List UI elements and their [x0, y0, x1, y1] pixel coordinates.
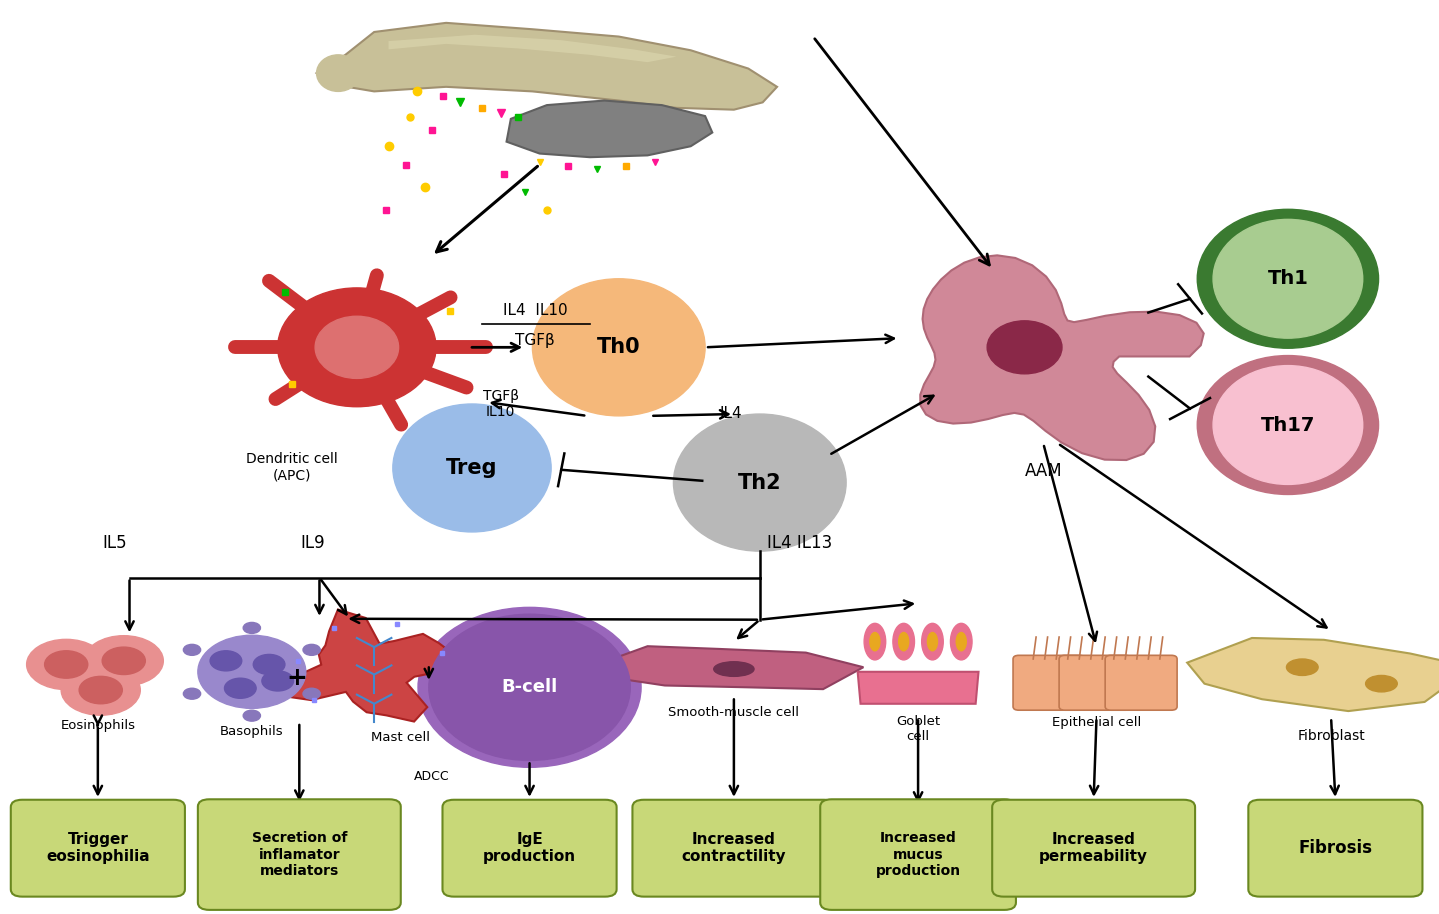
Text: IL4  IL10: IL4 IL10 [504, 303, 567, 318]
Text: Th17: Th17 [1261, 416, 1315, 434]
Ellipse shape [60, 665, 141, 715]
Ellipse shape [673, 414, 846, 551]
Ellipse shape [45, 651, 88, 678]
FancyBboxPatch shape [820, 799, 1016, 910]
Ellipse shape [253, 654, 285, 675]
Ellipse shape [26, 640, 106, 689]
FancyBboxPatch shape [1059, 655, 1131, 710]
Text: Secretion of
inflamator
mediators: Secretion of inflamator mediators [252, 832, 347, 877]
Text: TGFβ: TGFβ [515, 333, 555, 347]
Text: +: + [286, 666, 307, 690]
FancyBboxPatch shape [197, 799, 400, 910]
Ellipse shape [197, 635, 305, 708]
Text: Fibrosis: Fibrosis [1298, 839, 1373, 857]
Ellipse shape [1213, 366, 1363, 484]
Ellipse shape [183, 688, 200, 699]
FancyBboxPatch shape [633, 800, 835, 897]
Ellipse shape [1213, 219, 1363, 338]
Polygon shape [858, 672, 979, 704]
Text: Epithelial cell: Epithelial cell [1052, 716, 1141, 728]
Ellipse shape [243, 710, 260, 721]
Ellipse shape [927, 632, 938, 651]
Ellipse shape [921, 623, 944, 660]
Text: Th1: Th1 [1268, 270, 1308, 288]
Ellipse shape [83, 635, 164, 686]
Text: Th2: Th2 [738, 473, 781, 493]
Ellipse shape [243, 622, 260, 633]
FancyBboxPatch shape [1248, 800, 1422, 897]
Ellipse shape [714, 662, 754, 676]
Ellipse shape [417, 608, 642, 768]
Ellipse shape [262, 671, 294, 691]
Polygon shape [317, 23, 777, 110]
Ellipse shape [892, 623, 915, 660]
Text: IL9: IL9 [299, 534, 325, 552]
FancyBboxPatch shape [12, 800, 184, 897]
Ellipse shape [278, 288, 436, 407]
Text: B-cell: B-cell [501, 678, 558, 696]
Ellipse shape [304, 688, 321, 699]
Ellipse shape [1366, 675, 1397, 692]
Polygon shape [276, 610, 453, 721]
FancyBboxPatch shape [443, 800, 616, 897]
Polygon shape [1187, 638, 1439, 711]
Polygon shape [507, 101, 712, 157]
Ellipse shape [532, 279, 705, 416]
Polygon shape [389, 35, 676, 62]
Text: Increased
mucus
production: Increased mucus production [875, 832, 961, 877]
Text: Increased
permeability: Increased permeability [1039, 832, 1148, 865]
Ellipse shape [429, 614, 630, 760]
Ellipse shape [224, 678, 256, 698]
Ellipse shape [317, 55, 360, 91]
Text: Trigger
eosinophilia: Trigger eosinophilia [46, 832, 150, 865]
Text: Treg: Treg [446, 458, 498, 478]
Ellipse shape [1197, 209, 1379, 348]
Ellipse shape [210, 651, 242, 671]
Ellipse shape [102, 647, 145, 675]
Text: IL4 IL13: IL4 IL13 [767, 534, 832, 552]
FancyBboxPatch shape [1105, 655, 1177, 710]
Text: IL4: IL4 [720, 406, 743, 420]
Text: Fibroblast: Fibroblast [1297, 729, 1366, 743]
Polygon shape [921, 255, 1203, 460]
Ellipse shape [898, 632, 909, 651]
Polygon shape [597, 646, 863, 689]
Text: Th0: Th0 [597, 337, 640, 357]
Ellipse shape [955, 632, 967, 651]
Ellipse shape [393, 404, 551, 532]
Text: IL5: IL5 [102, 534, 128, 552]
Ellipse shape [79, 676, 122, 704]
Ellipse shape [183, 644, 200, 655]
Text: Smooth-muscle cell: Smooth-muscle cell [668, 706, 800, 718]
Text: Eosinophils: Eosinophils [60, 719, 135, 732]
Text: Increased
contractility: Increased contractility [682, 832, 786, 865]
Text: Dendritic cell
(APC): Dendritic cell (APC) [246, 452, 338, 483]
Ellipse shape [1286, 659, 1318, 675]
Ellipse shape [950, 623, 973, 660]
Text: Goblet
cell: Goblet cell [896, 715, 940, 743]
Text: AAM: AAM [1025, 462, 1062, 480]
Text: IgE
production: IgE production [484, 832, 576, 865]
Text: Basophils: Basophils [220, 725, 283, 738]
Ellipse shape [315, 316, 399, 378]
Ellipse shape [863, 623, 886, 660]
Text: Mast cell: Mast cell [370, 731, 430, 744]
FancyBboxPatch shape [1013, 655, 1085, 710]
Ellipse shape [1197, 356, 1379, 494]
Text: ADCC: ADCC [414, 770, 449, 782]
Ellipse shape [304, 644, 321, 655]
Text: TGFβ
IL10: TGFβ IL10 [482, 388, 519, 420]
Ellipse shape [869, 632, 881, 651]
Ellipse shape [987, 321, 1062, 374]
FancyBboxPatch shape [993, 800, 1194, 897]
